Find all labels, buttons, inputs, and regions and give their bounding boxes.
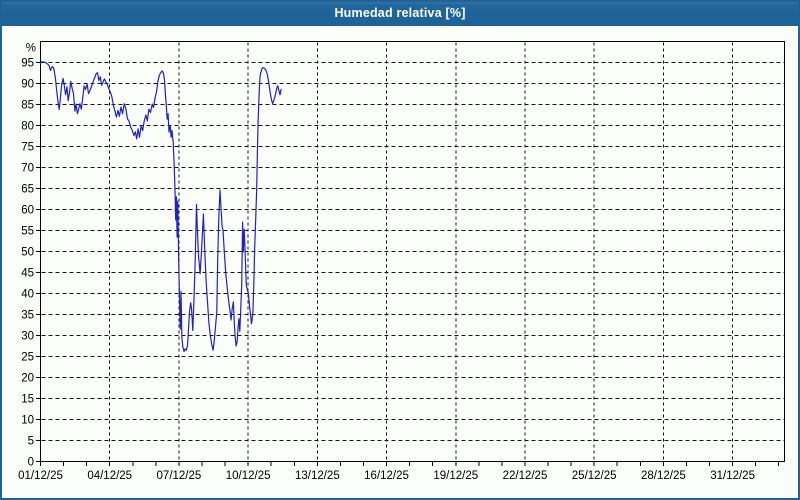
y-axis-label: 40: [21, 289, 34, 301]
y-axis-label: 45: [21, 268, 34, 280]
x-axis-label: 28/12/25: [641, 470, 686, 482]
y-axis-label: 35: [21, 310, 34, 322]
y-axis-label: 70: [21, 163, 34, 175]
y-axis-label: 20: [21, 373, 34, 385]
y-axis-label: 75: [21, 142, 34, 154]
axis-labels: 0 5 10 15 20 25 30 35 40 45 50 55 60 65 70 75 80 85 90 95% 0…: [18, 43, 755, 483]
y-axis-label: 80: [21, 121, 34, 133]
y-axis-label: 85: [21, 100, 34, 112]
y-axis-label: 15: [21, 394, 34, 406]
y-axis-label: 5: [28, 436, 34, 448]
y-axis-label: 30: [21, 331, 34, 343]
humidity-series-line: [39, 61, 282, 353]
x-axis-label: 07/12/25: [157, 470, 202, 482]
y-axis-label: 10: [21, 415, 34, 427]
y-axis-label: 60: [21, 205, 34, 217]
x-axis-label: 31/12/25: [710, 470, 755, 482]
y-axis-label: 50: [21, 247, 34, 259]
title-bar: Humedad relativa [%]: [2, 2, 798, 26]
x-axis-label: 19/12/25: [433, 470, 478, 482]
axes-and-ticks: [36, 41, 785, 466]
x-axis-label: 22/12/25: [503, 470, 548, 482]
y-axis-label: 55: [21, 226, 34, 238]
y-axis-unit-label: %: [26, 43, 36, 55]
x-axis-label: 01/12/25: [18, 470, 63, 482]
x-axis-label: 25/12/25: [572, 470, 617, 482]
y-axis-label: 90: [21, 79, 34, 91]
y-axis-label: 95: [21, 58, 34, 70]
gridlines: [41, 42, 784, 461]
y-axis-label: 25: [21, 352, 34, 364]
chart-title: Humedad relativa [%]: [334, 6, 466, 20]
y-axis-label: 0: [28, 457, 34, 469]
x-axis-label: 13/12/25: [295, 470, 340, 482]
x-axis-label: 10/12/25: [226, 470, 271, 482]
x-axis-label: 04/12/25: [87, 470, 132, 482]
x-axis-label: 16/12/25: [364, 470, 409, 482]
y-axis-label: 65: [21, 184, 34, 196]
